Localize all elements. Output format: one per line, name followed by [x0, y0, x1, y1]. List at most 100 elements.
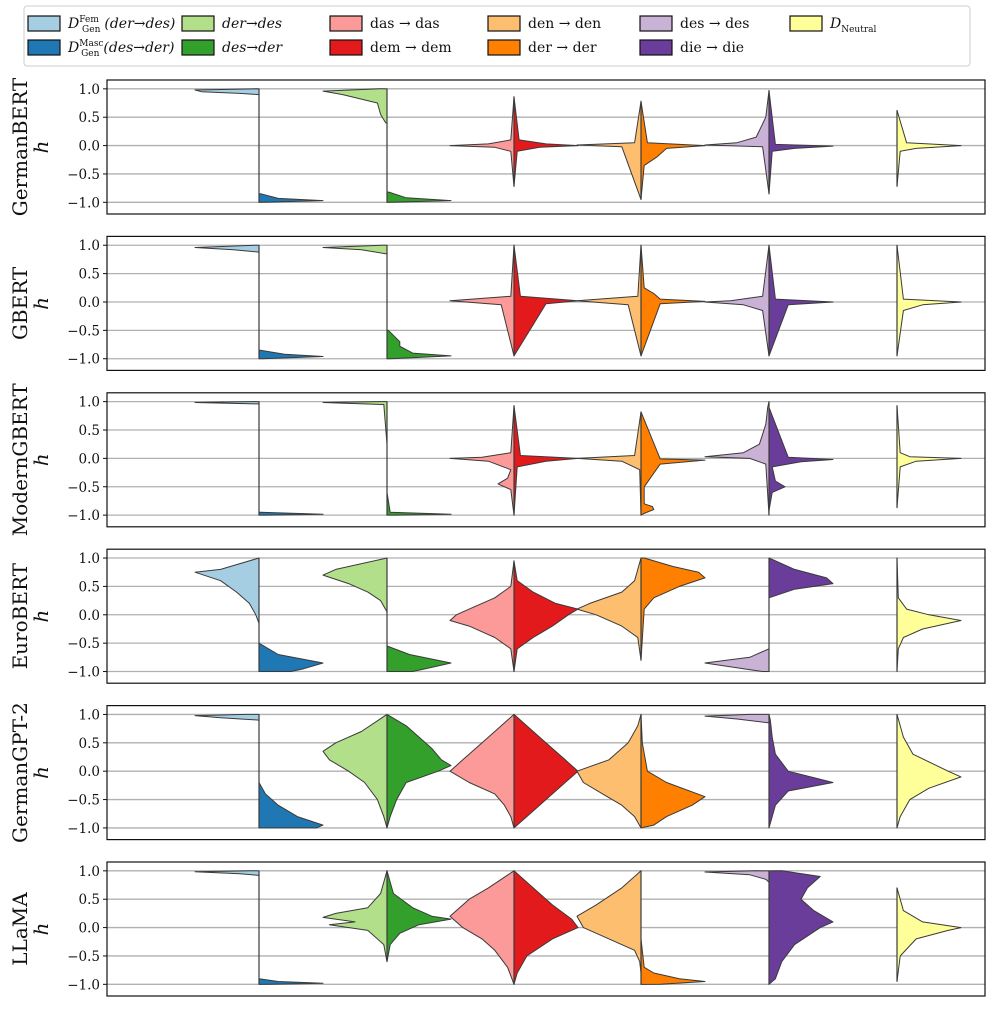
violin-D_Gen_Masc: [258, 511, 324, 516]
violin-D_Gen_Fem: [194, 870, 260, 876]
y-axis-label: h: [29, 923, 53, 936]
ytick-label: −0.5: [67, 949, 100, 965]
violin-den_den: [576, 557, 642, 661]
violin-der_der: [640, 411, 706, 516]
violin-dem_dem: [513, 870, 579, 985]
ytick-label: 0.5: [79, 423, 100, 439]
violin-des_der: [386, 329, 452, 360]
ytick-label: −0.5: [67, 636, 100, 652]
model-label: ModernGBERT: [8, 383, 32, 537]
violin-D_Neutral: [896, 244, 962, 357]
legend-label-dem_dem: dem → dem: [370, 40, 452, 56]
legend-swatch-des_der: [181, 39, 215, 56]
legend-swatch-D_Gen_Fem: [27, 15, 61, 32]
ytick-label: 1.0: [79, 82, 100, 98]
legend-label-des_des: des → des: [680, 16, 750, 32]
violin-D_Gen_Masc: [258, 349, 324, 360]
violin-das_das: [449, 560, 515, 673]
violin-des_des: [704, 870, 770, 883]
violin-das_das: [449, 244, 515, 357]
panel-frame: [106, 548, 986, 684]
ytick-label: −1.0: [67, 977, 100, 993]
ytick-label: −1.0: [67, 195, 100, 211]
ytick-label: −1.0: [67, 665, 100, 681]
violin-die_die: [768, 870, 834, 985]
violin-des_des: [704, 648, 770, 673]
ytick-label: 0.0: [79, 921, 100, 937]
ytick-label: 0.5: [79, 579, 100, 595]
legend-frame: [23, 5, 971, 67]
y-axis-label: h: [29, 453, 53, 466]
violin-D_Neutral: [896, 405, 962, 509]
violin-die_die: [768, 90, 834, 195]
violin-des_der: [386, 491, 452, 516]
violin-D_Gen_Fem: [194, 88, 260, 96]
panel-frame: [106, 392, 986, 528]
panel-GermanGPT-2: 1.0 0.5 0.0 −0.5 −1.0 GermanGPT-2h: [8, 702, 986, 843]
ytick-label: 0.0: [79, 139, 100, 155]
ytick-label: 0.5: [79, 892, 100, 908]
violin-D_Gen_Masc: [258, 642, 324, 673]
legend-swatch-die_die: [639, 39, 673, 56]
model-label: LLaMA: [8, 892, 32, 966]
ytick-label: 1.0: [79, 864, 100, 880]
violin-den_den: [576, 100, 642, 200]
violin-des_der: [386, 645, 452, 673]
violin-der_des: [322, 557, 388, 613]
ytick-label: 0.0: [79, 295, 100, 311]
panel-frame: [106, 861, 986, 997]
panel-frame: [106, 235, 986, 371]
violin-die_die: [768, 406, 834, 512]
violin-D_Gen_Fem: [194, 713, 260, 721]
ytick-label: 0.0: [79, 764, 100, 780]
violin-D_Gen_Fem: [194, 244, 260, 253]
panels: 1.0 0.5 0.0 −0.5 −1.0 GermanBERT h 1.0 0.5 0.0 −0.…: [8, 77, 986, 997]
panel-frame: [106, 704, 986, 841]
model-label: GermanBERT: [8, 77, 32, 216]
model-label: GermanGPT-2: [8, 702, 32, 843]
ytick-label: −0.5: [67, 793, 100, 809]
violin-dem_dem: [513, 405, 579, 516]
violin-des_der: [386, 870, 452, 963]
model-label: GBERT: [8, 266, 32, 340]
ytick-label: 1.0: [79, 707, 100, 723]
violin-das_das: [449, 713, 515, 829]
ytick-label: 0.0: [79, 608, 100, 624]
violin-dem_dem: [513, 96, 579, 187]
ytick-label: −0.5: [67, 323, 100, 339]
violin-dem_dem: [513, 560, 579, 673]
ytick-label: −0.5: [67, 480, 100, 496]
violin-die_die: [768, 244, 834, 357]
y-axis-label: h: [29, 297, 53, 310]
ytick-label: 0.0: [79, 451, 100, 467]
violin-des_des: [704, 90, 770, 195]
violin-der_der: [640, 100, 706, 200]
y-axis-label: h: [29, 766, 53, 779]
legend-label-den_den: den → den: [528, 16, 601, 32]
ytick-label: 1.0: [79, 551, 100, 567]
legend-label-die_die: die → die: [680, 40, 744, 56]
legend-label-der_der: der → der: [528, 40, 597, 56]
legend-swatch-dem_dem: [329, 39, 363, 56]
legend-label-D_Neutral: DNeutral: [829, 16, 877, 35]
violin-des_der: [386, 191, 452, 203]
legend-label-das_das: das → das: [370, 16, 440, 32]
legend-label-D_Gen_Fem: DFem Gen (der→des): [67, 15, 175, 35]
legend-swatch-der_des: [181, 15, 215, 32]
violin-der_der: [640, 244, 706, 357]
legend-swatch-D_Gen_Masc: [27, 39, 61, 56]
violin-des_des: [704, 244, 770, 357]
ytick-label: 0.5: [79, 110, 100, 126]
ytick-label: 0.5: [79, 736, 100, 752]
violin-D_Neutral: [896, 109, 962, 187]
panel-frame: [106, 79, 986, 215]
y-axis-label: h: [29, 610, 53, 623]
legend-swatch-des_des: [639, 15, 673, 32]
legend-swatch-den_den: [487, 15, 521, 32]
violin-des_des: [704, 713, 770, 724]
ytick-label: −1.0: [67, 821, 100, 837]
legend-swatch-das_das: [329, 15, 363, 32]
legend-label-der_des: der→des: [222, 16, 282, 32]
violin-dem_dem: [513, 713, 579, 829]
